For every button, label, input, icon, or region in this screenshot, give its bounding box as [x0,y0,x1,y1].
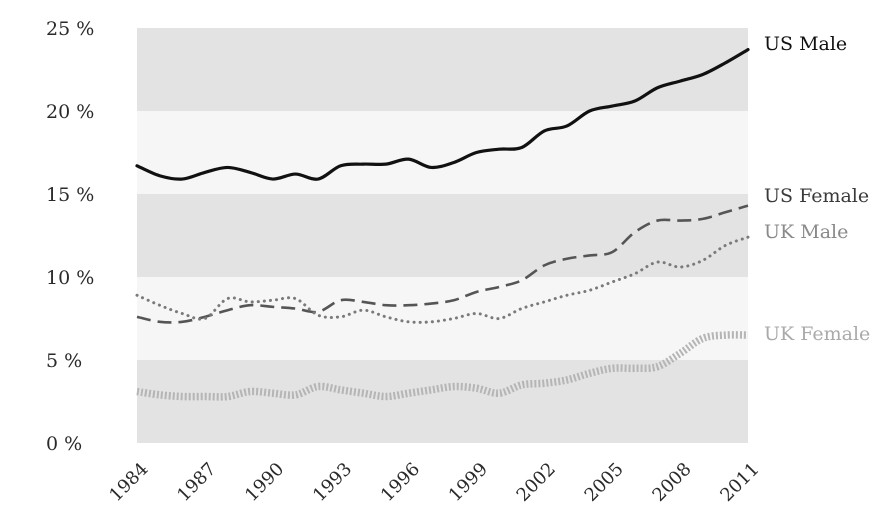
background-bands [137,28,748,443]
series-lines [135,47,750,401]
x-tick-label: 2002 [513,459,560,506]
series-label-us-female: US Female [764,185,869,207]
x-tick-label: 1993 [309,459,356,506]
y-tick-label: 15 % [46,184,94,206]
band-5-10 [137,277,748,360]
series-label-uk-male: UK Male [764,221,848,243]
y-tick-label: 10 % [46,267,94,289]
series-label-uk-female: UK Female [764,323,870,345]
x-axis-ticks: 1984 1987 1990 1993 1996 1999 2002 2005 2008 2011 [105,459,763,506]
band-20-25 [137,28,748,111]
x-tick-label: 1984 [105,459,152,506]
series-labels: US Male US Female UK Male UK Female [764,33,870,345]
y-tick-label: 20 % [46,101,94,123]
y-tick-label: 0 % [46,433,82,455]
series-label-us-male: US Male [764,33,847,55]
x-tick-label: 2008 [648,459,695,506]
band-0-5 [137,360,748,443]
band-15-20 [137,111,748,194]
y-tick-label: 5 % [46,350,82,372]
x-tick-label: 2005 [581,459,628,506]
x-tick-label: 1999 [445,459,492,506]
band-10-15 [137,194,748,277]
x-tick-label: 1990 [241,459,288,506]
series-line-us-male [135,47,750,181]
x-tick-label: 2011 [716,459,763,506]
y-tick-label: 25 % [46,18,94,40]
series-line-us-female [136,204,749,324]
x-tick-label: 1987 [173,459,220,506]
y-axis-ticks: 0 % 5 % 10 % 15 % 20 % 25 % [46,18,94,455]
series-line-uk-female [136,331,749,401]
x-tick-label: 1996 [377,459,424,506]
series-line-uk-male [135,235,750,324]
